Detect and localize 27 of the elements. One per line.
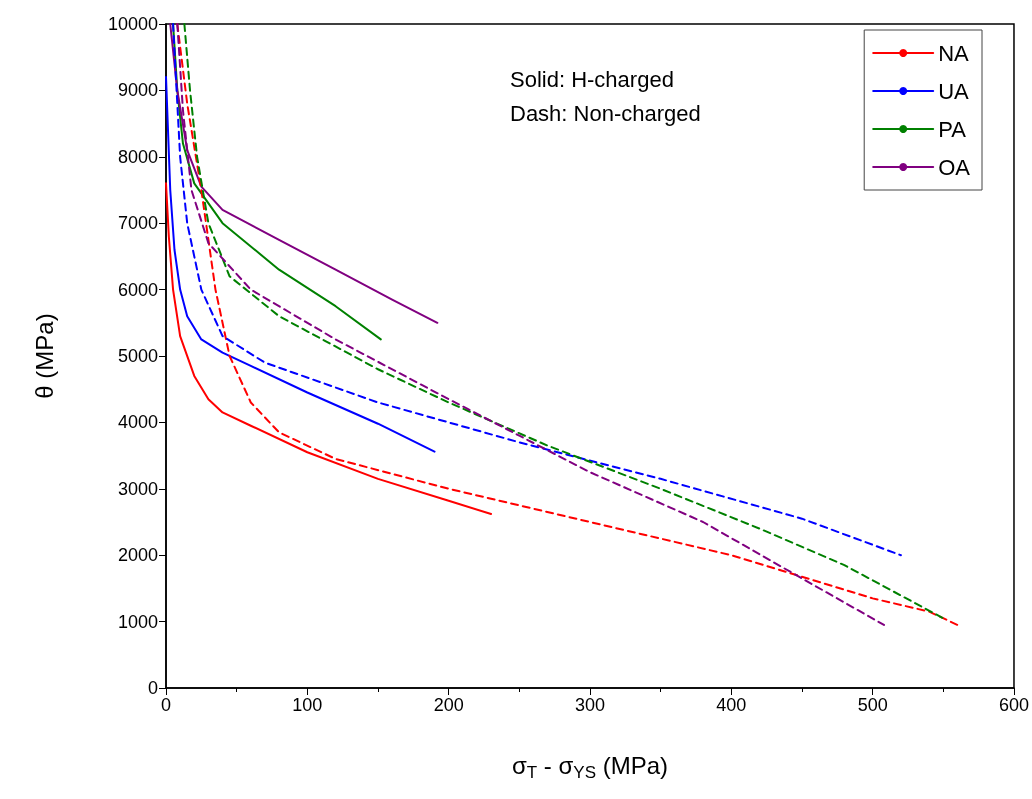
annotation: Solid: H-charged: [510, 66, 674, 92]
y-tick-label: 0: [147, 678, 158, 698]
y-tick-label: 5000: [117, 346, 158, 366]
y-tick-label: 9000: [117, 80, 158, 101]
y-tick-label: 3000: [117, 478, 158, 499]
y-tick-label: 8000: [117, 146, 158, 167]
x-tick-label: 0: [160, 695, 172, 715]
line-series: [165, 76, 436, 453]
y-tick-label: 1000: [117, 611, 158, 632]
line-series: [165, 182, 493, 516]
y-tick-label: 6000: [117, 279, 158, 300]
y-tick-label: 7000: [117, 213, 158, 234]
x-tick-label: 600: [998, 695, 1030, 715]
y-tick-label: 2000: [117, 545, 158, 566]
legend-label: OA: [938, 154, 971, 180]
legend-label: PA: [938, 116, 967, 142]
y-tick-label: 4000: [117, 412, 158, 433]
legend-label: NA: [938, 40, 970, 66]
x-tick-label: 400: [716, 695, 747, 715]
x-tick-label: 100: [292, 695, 323, 715]
x-tick-label: 300: [574, 695, 606, 715]
legend-label: UA: [938, 78, 970, 104]
annotation: Dash: Non-charged: [510, 100, 701, 126]
y-tick-label: 10000: [107, 14, 158, 34]
x-tick-label: 200: [433, 695, 464, 715]
x-tick-label: 500: [857, 695, 888, 715]
y-axis-title: θ (MPa): [30, 313, 58, 399]
